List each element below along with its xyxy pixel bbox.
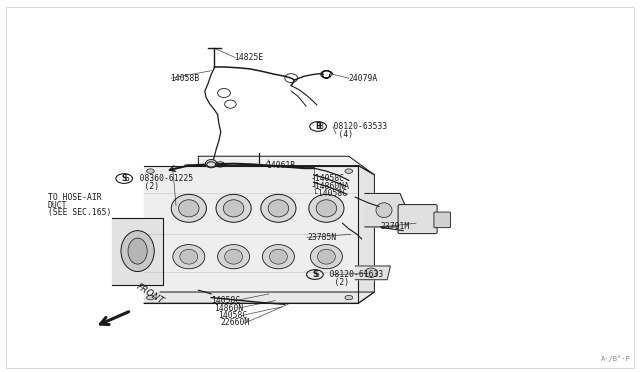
Ellipse shape xyxy=(205,160,217,168)
Ellipse shape xyxy=(269,249,287,264)
Polygon shape xyxy=(358,166,374,303)
Ellipse shape xyxy=(365,268,378,278)
Text: (2): (2) xyxy=(125,182,159,191)
Polygon shape xyxy=(144,166,358,303)
Ellipse shape xyxy=(121,231,154,272)
Text: (4): (4) xyxy=(319,130,353,139)
Text: 14061R: 14061R xyxy=(266,161,295,170)
Circle shape xyxy=(147,169,154,173)
Text: A·/B°·P: A·/B°·P xyxy=(601,355,630,362)
Ellipse shape xyxy=(317,249,335,264)
Ellipse shape xyxy=(216,195,251,222)
Text: -14058C: -14058C xyxy=(314,189,348,198)
Text: B  08120-63533: B 08120-63533 xyxy=(319,122,387,131)
Ellipse shape xyxy=(180,249,198,264)
Ellipse shape xyxy=(261,195,296,222)
Text: 14825E: 14825E xyxy=(234,53,263,62)
Ellipse shape xyxy=(225,249,243,264)
Text: B: B xyxy=(316,122,321,131)
FancyBboxPatch shape xyxy=(398,205,437,234)
Ellipse shape xyxy=(179,200,199,217)
Text: -14860NA: -14860NA xyxy=(310,182,349,190)
Polygon shape xyxy=(112,218,163,285)
Polygon shape xyxy=(144,292,374,303)
Text: 14860N: 14860N xyxy=(214,304,244,312)
Ellipse shape xyxy=(308,195,344,222)
Text: (SEE SEC.165): (SEE SEC.165) xyxy=(48,208,111,217)
Text: S  08120-61633: S 08120-61633 xyxy=(315,270,383,279)
Polygon shape xyxy=(198,156,374,175)
Text: DUCT: DUCT xyxy=(48,201,67,210)
Text: TO HOSE-AIR: TO HOSE-AIR xyxy=(48,193,102,202)
Polygon shape xyxy=(355,266,390,280)
Text: 24079A: 24079A xyxy=(349,74,378,83)
Ellipse shape xyxy=(268,200,289,217)
Ellipse shape xyxy=(128,238,147,264)
Text: 23791M: 23791M xyxy=(381,222,410,231)
FancyBboxPatch shape xyxy=(434,212,451,228)
Text: S: S xyxy=(122,174,127,183)
Ellipse shape xyxy=(310,245,342,269)
Text: S: S xyxy=(312,270,317,279)
Ellipse shape xyxy=(262,245,294,269)
Circle shape xyxy=(345,169,353,173)
Circle shape xyxy=(147,295,154,300)
Text: -14058C: -14058C xyxy=(310,174,344,183)
Text: 14058B: 14058B xyxy=(170,74,199,83)
Ellipse shape xyxy=(172,195,206,222)
Text: 14058C: 14058C xyxy=(218,311,247,320)
Ellipse shape xyxy=(173,245,205,269)
Ellipse shape xyxy=(218,245,250,269)
Text: FRONT: FRONT xyxy=(134,282,165,306)
Text: 23785N: 23785N xyxy=(307,233,337,242)
Ellipse shape xyxy=(376,203,392,218)
Ellipse shape xyxy=(316,200,337,217)
Text: (2): (2) xyxy=(315,278,349,287)
Text: S  08360-61225: S 08360-61225 xyxy=(125,174,193,183)
Circle shape xyxy=(345,295,353,300)
Ellipse shape xyxy=(223,200,244,217)
Polygon shape xyxy=(365,193,410,227)
Text: 14058C: 14058C xyxy=(211,296,241,305)
Text: 22660M: 22660M xyxy=(221,318,250,327)
